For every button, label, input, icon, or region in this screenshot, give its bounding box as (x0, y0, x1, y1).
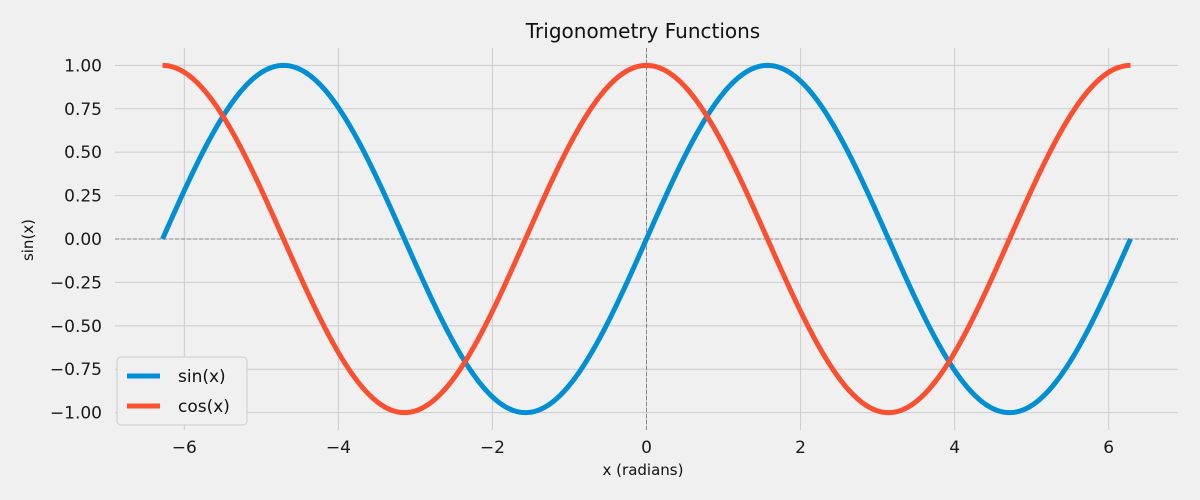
series-line-cos (162, 62, 1131, 416)
series-line-sin (160, 62, 1133, 416)
y-tick-label: 0.00 (64, 230, 102, 250)
x-tick-label: 4 (949, 438, 960, 458)
y-tick-label: 0.75 (64, 100, 102, 120)
x-tick-label: −2 (480, 438, 505, 458)
chart-title: Trigonometry Functions (525, 19, 760, 43)
x-tick-labels: −6 −4 −2 0 2 4 6 (172, 438, 1114, 458)
x-tick-label: −4 (326, 438, 351, 458)
y-tick-label: −0.25 (50, 273, 102, 293)
y-axis-label: sin(x) (19, 219, 37, 261)
x-axis-label: x (radians) (603, 461, 684, 479)
y-tick-label: 0.25 (64, 187, 102, 207)
x-tick-label: −6 (172, 438, 197, 458)
y-tick-labels: 1.00 0.75 0.50 0.25 0.00 −0.25 −0.50 −0.75 −1.00 (50, 56, 102, 423)
y-tick-label: −1.00 (50, 404, 102, 424)
y-tick-label: 0.50 (64, 143, 102, 163)
y-tick-label: −0.75 (50, 360, 102, 380)
legend: sin(x) cos(x) (116, 356, 248, 426)
x-tick-label: 6 (1103, 438, 1114, 458)
legend-label-sin: sin(x) (178, 367, 226, 387)
x-tick-label: 2 (795, 438, 806, 458)
x-tick-label: 0 (641, 438, 652, 458)
legend-label-cos: cos(x) (178, 397, 230, 417)
series-layer (160, 62, 1133, 416)
y-tick-label: 1.00 (64, 56, 102, 76)
y-tick-label: −0.50 (50, 317, 102, 337)
